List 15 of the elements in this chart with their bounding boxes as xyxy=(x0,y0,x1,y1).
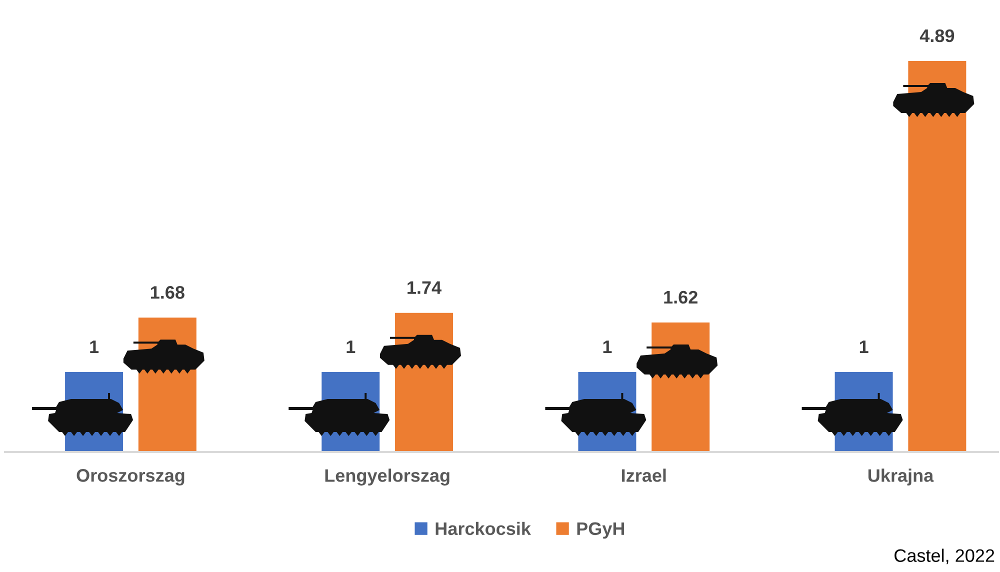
text: Castel, 2022 xyxy=(894,548,994,564)
data-label: 1 xyxy=(860,340,868,354)
data-label: 1.62 xyxy=(664,290,698,304)
data-label: 1 xyxy=(90,340,99,354)
data-label: 1 xyxy=(603,340,612,354)
legend-label: Harckocsik xyxy=(436,522,531,536)
data-label: 4.89 xyxy=(920,29,954,42)
data-label: 1.74 xyxy=(408,281,442,294)
data-label: 1.68 xyxy=(150,286,184,299)
x-tick-label: Lengyelorszag xyxy=(325,468,450,486)
x-tick-label: Izrael xyxy=(622,468,666,482)
x-tick-label: Oroszorszag xyxy=(76,469,184,486)
data-label: 1 xyxy=(346,340,356,354)
legend-label: PGyH xyxy=(577,522,624,539)
x-tick-label: Ukrajna xyxy=(868,468,934,486)
